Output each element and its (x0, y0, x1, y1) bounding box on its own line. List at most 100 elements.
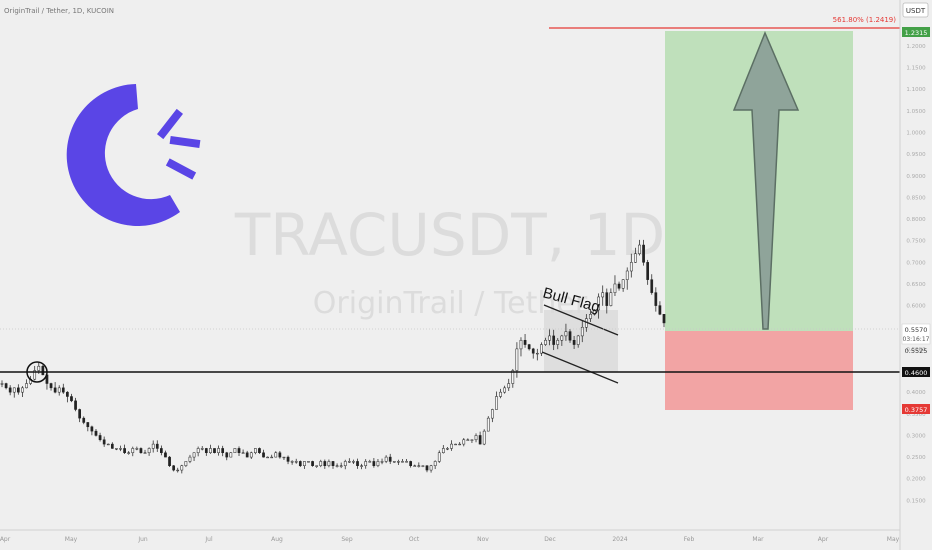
candle-body[interactable] (376, 461, 380, 466)
candle-body[interactable] (638, 244, 641, 254)
candle-body[interactable] (466, 439, 470, 441)
candle-body[interactable] (413, 465, 417, 467)
candle-body[interactable] (613, 283, 617, 293)
candle-body[interactable] (535, 352, 539, 355)
candle-body[interactable] (115, 448, 118, 450)
candle-body[interactable] (462, 439, 466, 445)
candle-body[interactable] (474, 435, 478, 441)
candle-body[interactable] (209, 448, 212, 454)
candle-body[interactable] (131, 448, 135, 454)
price-axis[interactable]: 1.2000 1.1500 1.1000 1.0500 1.0000 0.9500 0.90… (899, 0, 932, 550)
candle-body[interactable] (495, 396, 498, 410)
candle-body[interactable] (454, 443, 457, 446)
candle-body[interactable] (98, 435, 102, 441)
candle-body[interactable] (388, 456, 392, 462)
candle-body[interactable] (290, 461, 294, 463)
candle-body[interactable] (646, 262, 650, 280)
candle-body[interactable] (151, 443, 155, 449)
candle-body[interactable] (621, 279, 625, 289)
candle-body[interactable] (548, 335, 551, 341)
candle-body[interactable] (380, 461, 384, 463)
candle-body[interactable] (192, 452, 196, 458)
candle-body[interactable] (249, 452, 253, 458)
candle-body[interactable] (429, 465, 433, 471)
flag-upper-line[interactable] (543, 304, 619, 336)
candle-body[interactable] (662, 314, 666, 324)
candle-body[interactable] (237, 448, 241, 454)
candle-body[interactable] (123, 448, 126, 454)
candle-body[interactable] (437, 452, 441, 462)
candle-body[interactable] (405, 461, 408, 463)
candle-body[interactable] (609, 292, 613, 306)
candle-body[interactable] (417, 465, 421, 467)
candle-body[interactable] (262, 452, 265, 458)
candle-body[interactable] (8, 387, 12, 393)
candle-body[interactable] (544, 339, 547, 345)
candle-body[interactable] (25, 383, 28, 389)
flag-lower-line[interactable] (541, 351, 619, 384)
candle-body[interactable] (605, 292, 609, 306)
candle-body[interactable] (654, 292, 658, 306)
candle-body[interactable] (245, 452, 249, 458)
candle-body[interactable] (286, 456, 290, 462)
candle-body[interactable] (568, 331, 572, 341)
candle-body[interactable] (511, 370, 515, 384)
candle-body[interactable] (294, 461, 298, 463)
candle-body[interactable] (589, 314, 592, 319)
candle-body[interactable] (503, 387, 506, 393)
candle-body[interactable] (450, 443, 453, 449)
candle-body[interactable] (254, 448, 257, 454)
candle-body[interactable] (486, 417, 490, 432)
candle-body[interactable] (441, 448, 445, 454)
candle-body[interactable] (86, 422, 90, 428)
candle-body[interactable] (168, 456, 171, 466)
candle-body[interactable] (204, 448, 208, 454)
candle-body[interactable] (642, 244, 645, 263)
candle-body[interactable] (74, 400, 77, 410)
candle-body[interactable] (311, 461, 314, 466)
candle-body[interactable] (12, 387, 16, 393)
candle-body[interactable] (527, 344, 531, 350)
candle-body[interactable] (110, 443, 114, 449)
candle-body[interactable] (270, 456, 274, 459)
candle-body[interactable] (53, 387, 57, 393)
candle-body[interactable] (315, 465, 319, 467)
candle-body[interactable] (540, 344, 543, 354)
candle-body[interactable] (66, 391, 69, 397)
candle-body[interactable] (135, 448, 139, 450)
candle-body[interactable] (470, 439, 474, 441)
candle-body[interactable] (82, 417, 86, 423)
candle-body[interactable] (21, 387, 24, 393)
candle-body[interactable] (188, 456, 192, 462)
candle-body[interactable] (629, 262, 633, 272)
candle-body[interactable] (634, 253, 637, 263)
candle-body[interactable] (478, 435, 482, 445)
candle-body[interactable] (143, 452, 147, 454)
candle-body[interactable] (347, 461, 351, 463)
candle-body[interactable] (127, 452, 131, 454)
loss-zone[interactable] (665, 331, 853, 410)
candle-body[interactable] (352, 461, 355, 463)
candle-body[interactable] (556, 339, 560, 345)
candle-body[interactable] (446, 448, 449, 450)
candle-body[interactable] (49, 383, 53, 389)
candle-body[interactable] (274, 452, 278, 458)
candle-body[interactable] (78, 409, 81, 419)
candle-body[interactable] (339, 465, 343, 467)
candle-body[interactable] (650, 279, 654, 293)
candle-body[interactable] (139, 448, 143, 454)
candle-body[interactable] (221, 448, 225, 454)
support-circle-marker[interactable] (26, 361, 48, 383)
candle-body[interactable] (172, 465, 175, 471)
candle-body[interactable] (4, 383, 8, 389)
candle-body[interactable] (160, 448, 163, 454)
candle-body[interactable] (266, 456, 269, 459)
candle-body[interactable] (519, 339, 523, 350)
candle-body[interactable] (57, 387, 61, 393)
candle-body[interactable] (278, 452, 282, 458)
candle-body[interactable] (307, 461, 310, 463)
candle-body[interactable] (102, 439, 106, 445)
candle-body[interactable] (184, 461, 188, 466)
